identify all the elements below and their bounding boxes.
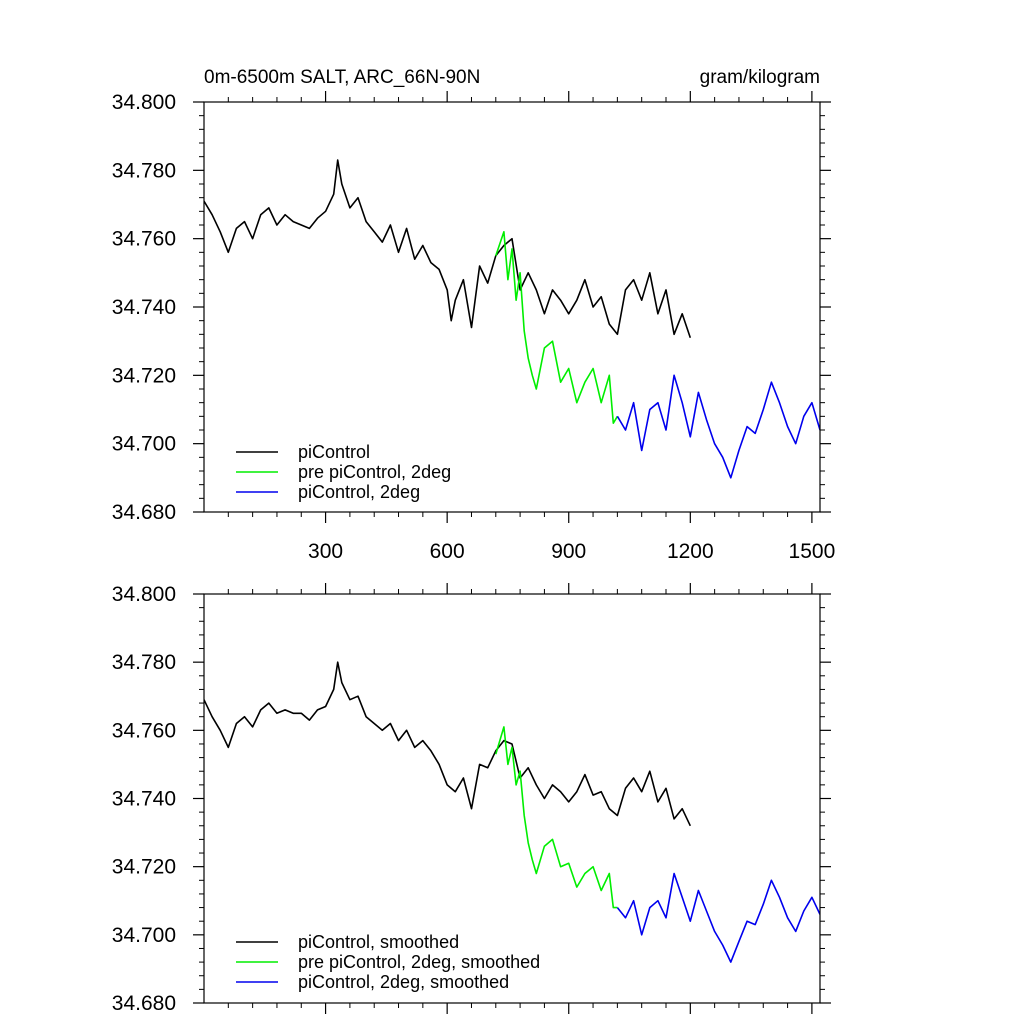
bottom-panel-legend-label-picontrol-2deg-smoothed: piControl, 2deg, smoothed xyxy=(298,972,509,992)
bottom-panel-series xyxy=(204,661,820,963)
top-panel-y-tick-label: 34.760 xyxy=(112,228,176,251)
top-panel-title: 0m-6500m SALT, ARC_66N-90N xyxy=(204,67,480,88)
bottom-panel-ticks xyxy=(193,583,831,1014)
top-panel-x-tick-label: 300 xyxy=(308,540,343,563)
top-panel-frame xyxy=(203,101,821,513)
top-panel-series-picontrol-2deg xyxy=(616,374,820,479)
top-panel-y-tick-label: 34.800 xyxy=(112,91,176,114)
bottom-panel-legend-label-pre-picontrol-2deg-smoothed: pre piControl, 2deg, smoothed xyxy=(298,952,540,972)
top-panel-x-tick-label: 1200 xyxy=(667,540,714,563)
bottom-panel-y-tick-label: 34.700 xyxy=(112,924,176,947)
top-panel-x-tick-label: 1500 xyxy=(789,540,836,563)
top-panel-legend-label-pre-picontrol-2deg: pre piControl, 2deg xyxy=(298,462,451,482)
top-panel-x-tick-labels: 300 600 900 1200 1500 xyxy=(308,540,835,563)
top-panel-units: gram/kilogram xyxy=(700,67,820,88)
top-panel-y-tick-label: 34.680 xyxy=(112,501,176,524)
bottom-panel-y-tick-label: 34.740 xyxy=(112,788,176,811)
bottom-panel-y-tick-label: 34.720 xyxy=(112,856,176,879)
bottom-panel-legend-label-picontrol-smoothed: piControl, smoothed xyxy=(298,932,459,952)
bottom-panel-frame xyxy=(203,593,821,1004)
bottom-panel-y-tick-labels: 34.680 34.700 34.720 34.740 34.760 34.780 34.8… xyxy=(112,583,176,1015)
top-panel-y-tick-labels: 34.680 34.700 34.720 34.740 34.760 34.780 34.8… xyxy=(112,91,176,524)
top-panel-x-tick-label: 600 xyxy=(430,540,465,563)
top-panel-y-tick-label: 34.780 xyxy=(112,159,176,182)
top-panel-y-tick-label: 34.700 xyxy=(112,433,176,456)
bottom-panel: 34.680 34.700 34.720 34.740 34.760 34.780 34.8… xyxy=(112,583,831,1015)
top-panel-ticks xyxy=(193,91,831,523)
top-panel-legend-label-picontrol: piControl xyxy=(298,442,370,462)
top-panel-series-pre-picontrol-2deg xyxy=(495,231,619,425)
top-panel-y-tick-label: 34.720 xyxy=(112,364,176,387)
top-panel-series-picontrol xyxy=(204,159,692,338)
top-panel-y-tick-label: 34.740 xyxy=(112,296,176,319)
top-panel-legend-label-picontrol-2deg: piControl, 2deg xyxy=(298,482,420,502)
bottom-panel-y-tick-label: 34.680 xyxy=(112,992,176,1015)
bottom-panel-y-tick-label: 34.780 xyxy=(112,651,176,674)
top-panel-x-tick-label: 900 xyxy=(551,540,586,563)
bottom-panel-series-picontrol-2deg-smoothed xyxy=(616,872,820,963)
bottom-panel-series-picontrol-smoothed xyxy=(204,661,692,827)
bottom-panel-y-tick-label: 34.800 xyxy=(112,583,176,606)
top-panel: 0m-6500m SALT, ARC_66N-90N gram/kilogram… xyxy=(112,67,835,563)
bottom-panel-series-pre-picontrol-2deg-smoothed xyxy=(495,726,618,909)
bottom-panel-y-tick-label: 34.760 xyxy=(112,719,176,742)
top-panel-series xyxy=(204,159,820,479)
